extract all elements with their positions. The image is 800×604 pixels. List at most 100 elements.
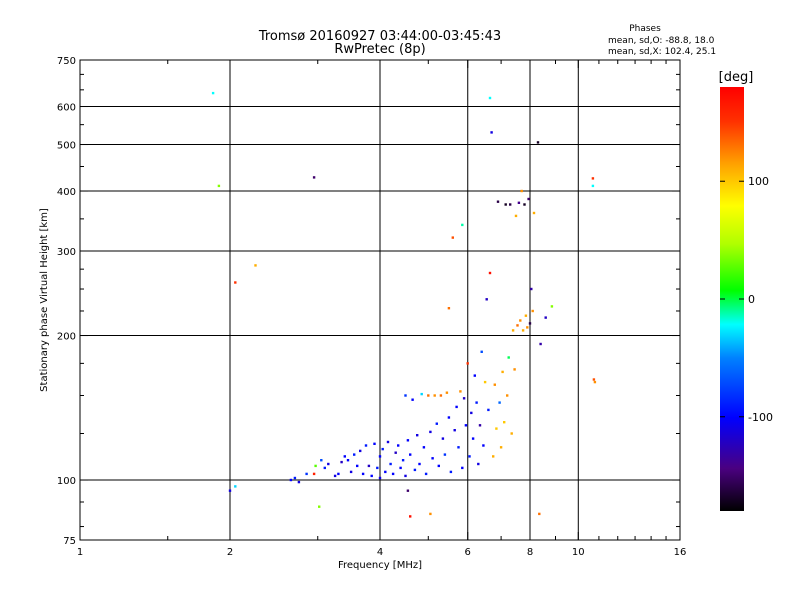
scatter-point xyxy=(234,485,237,488)
scatter-point xyxy=(498,401,501,404)
scatter-point xyxy=(346,459,350,462)
scatter-point xyxy=(483,380,487,384)
chart-subtitle: RwPretec (8p) xyxy=(334,42,425,57)
scatter-point xyxy=(493,383,496,386)
scatter-point xyxy=(507,356,510,359)
scatter-point xyxy=(367,464,371,468)
scatter-point xyxy=(499,446,503,449)
scatter-point xyxy=(343,455,346,458)
scatter-point xyxy=(228,489,232,492)
scatter-point xyxy=(427,394,430,397)
scatter-point xyxy=(490,131,493,134)
scatter-point xyxy=(305,472,308,476)
x-tick-label: 8 xyxy=(527,547,533,558)
scatter-point xyxy=(527,197,530,201)
y-tick-label: 500 xyxy=(57,141,76,152)
scatter-point xyxy=(488,96,492,100)
scatter-point xyxy=(406,489,410,492)
scatter-point xyxy=(217,184,221,188)
scatter-point xyxy=(531,309,534,313)
scatter-point xyxy=(234,281,237,284)
scatter-point xyxy=(526,326,529,329)
colorbar-tick-label: 100 xyxy=(748,175,769,188)
phase-o-stats: mean, sd,O: -88.8, 18.0 xyxy=(608,36,715,46)
scatter-point xyxy=(475,401,478,404)
scatter-point xyxy=(389,462,392,466)
chart-title: Tromsø 20160927 03:44:00-03:45:43 xyxy=(258,29,501,44)
scatter-point xyxy=(422,446,426,449)
scatter-point xyxy=(441,437,445,440)
scatter-point xyxy=(478,424,482,427)
x-tick-label: 10 xyxy=(572,547,585,558)
scatter-point xyxy=(591,184,595,188)
scatter-point xyxy=(461,466,464,470)
y-tick-label: 300 xyxy=(57,247,76,258)
scatter-point xyxy=(409,515,412,518)
scatter-point xyxy=(349,470,353,474)
scatter-point xyxy=(536,141,540,144)
scatter-point xyxy=(293,476,297,480)
y-tick-label: 600 xyxy=(57,103,76,114)
scatter-point xyxy=(394,451,397,454)
scatter-point xyxy=(468,455,471,458)
scatter-point xyxy=(513,368,516,371)
scatter-point xyxy=(399,466,402,470)
y-axis-label: Stationary phase Virtual Height [km] xyxy=(39,208,50,392)
colorbar-label: [deg] xyxy=(719,70,754,85)
y-tick-label: 400 xyxy=(57,187,76,198)
colorbar-tick-label: -100 xyxy=(748,411,773,424)
scatter-point xyxy=(503,421,506,424)
scatter-point xyxy=(327,462,330,466)
scatter-point xyxy=(506,394,509,397)
colorbar-tick-label: 0 xyxy=(748,293,755,306)
scatter-point xyxy=(538,512,541,516)
scatter-point xyxy=(496,200,500,203)
scatter-point xyxy=(435,422,438,425)
scatter-point xyxy=(418,462,421,466)
scatter-point xyxy=(487,408,490,412)
x-tick-label: 2 xyxy=(227,547,233,558)
scatter-point xyxy=(433,394,436,397)
grid-lines xyxy=(80,60,680,540)
scatter-point xyxy=(473,374,476,377)
scatter-point xyxy=(504,203,507,206)
scatter-point xyxy=(447,416,451,419)
scatter-point xyxy=(397,444,400,447)
scatter-point xyxy=(523,203,526,206)
scatter-point xyxy=(359,449,362,453)
scatter-point xyxy=(511,329,515,332)
scatter-point xyxy=(495,427,498,430)
scatter-point xyxy=(550,305,554,308)
scatter-point xyxy=(289,478,293,482)
scatter-point xyxy=(424,472,428,476)
scatter-point xyxy=(254,264,257,267)
scatter-point xyxy=(501,370,504,374)
scatter-point xyxy=(485,298,488,301)
scatter-point xyxy=(381,447,384,451)
scatter-point xyxy=(517,201,521,204)
phases-heading: Phases xyxy=(629,24,661,34)
scatter-point xyxy=(370,474,373,478)
scatter-point xyxy=(532,211,536,215)
scatter-point xyxy=(519,319,522,322)
scatter-point xyxy=(488,271,492,275)
scatter-point xyxy=(420,392,423,396)
scatter-point xyxy=(386,440,390,444)
scatter-point xyxy=(353,453,356,456)
scatter-point xyxy=(443,453,447,456)
scatter-point xyxy=(461,223,464,227)
scatter-point xyxy=(524,314,528,317)
scatter-point xyxy=(318,505,321,508)
data-points xyxy=(211,91,597,518)
scatter-point xyxy=(593,380,597,384)
scatter-point xyxy=(320,459,323,462)
scatter-point xyxy=(439,394,443,397)
scatter-point xyxy=(431,457,434,460)
scatter-point xyxy=(457,446,460,449)
scatter-point xyxy=(480,350,483,353)
scatter-point xyxy=(492,455,495,458)
x-tick-label: 6 xyxy=(465,547,471,558)
scatter-point xyxy=(404,474,407,478)
scatter-point xyxy=(437,464,440,468)
scatter-point xyxy=(391,472,395,476)
